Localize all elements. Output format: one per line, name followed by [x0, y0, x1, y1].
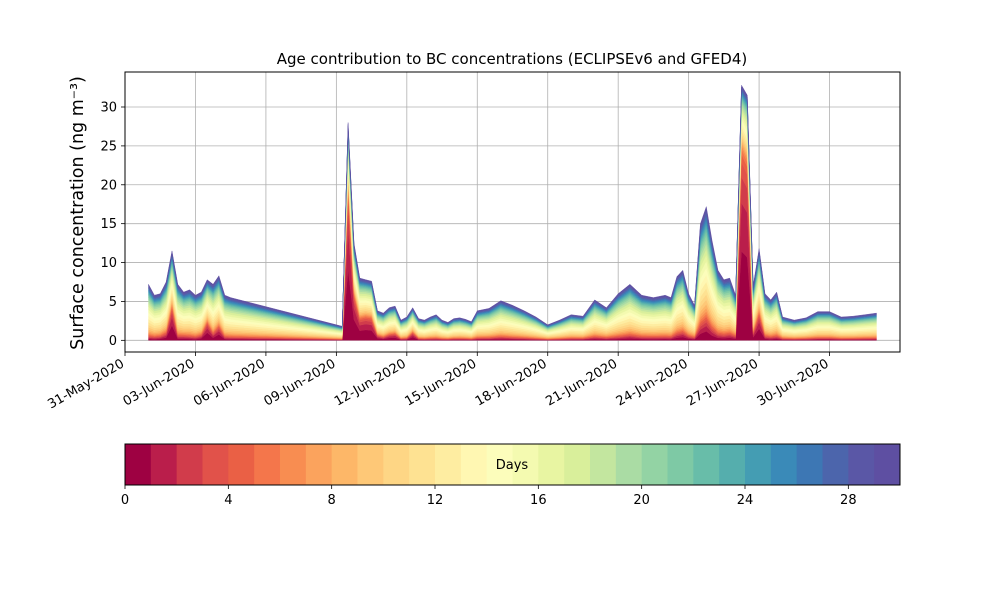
colorbar-swatch-28 [848, 444, 875, 485]
colorbar-swatch-15 [512, 444, 539, 485]
y-tick-label: 10 [100, 256, 117, 271]
colorbar-swatch-14 [486, 444, 513, 485]
colorbar-tick-label: 24 [737, 493, 754, 508]
y-tick-label: 0 [109, 334, 117, 349]
chart-title: Age contribution to BC concentrations (E… [277, 50, 748, 68]
colorbar-label: Days [496, 458, 529, 473]
colorbar-swatch-24 [745, 444, 772, 485]
colorbar-tick-label: 12 [427, 493, 444, 508]
colorbar-swatch-16 [538, 444, 565, 485]
y-tick-label: 20 [100, 178, 117, 193]
colorbar-tick-label: 28 [840, 493, 857, 508]
y-tick-label: 30 [100, 101, 117, 116]
colorbar-swatch-23 [719, 444, 746, 485]
y-tick-label: 15 [100, 217, 117, 232]
colorbar-swatch-18 [590, 444, 617, 485]
colorbar-swatch-29 [874, 444, 901, 485]
colorbar-swatch-10 [383, 444, 410, 485]
colorbar-frame [124, 443, 901, 486]
colorbar-swatch-20 [641, 444, 668, 485]
colorbar-tick-label: 16 [530, 493, 547, 508]
colorbar-swatch-25 [770, 444, 798, 485]
colorbar-swatch-26 [796, 444, 823, 485]
y-tick-label: 25 [100, 139, 117, 154]
plot-frame [124, 71, 901, 353]
colorbar-swatch-8 [331, 444, 358, 485]
colorbar-swatch-6 [280, 444, 307, 485]
colorbar-swatch-22 [693, 444, 720, 485]
colorbar-swatch-4 [228, 444, 255, 485]
colorbar-swatch-27 [822, 444, 849, 485]
colorbar-swatch-17 [564, 444, 591, 485]
y-axis: 0 5 10 15 20 25 30 [100, 101, 125, 349]
colorbar-swatch-5 [254, 444, 281, 485]
colorbar-swatch-21 [667, 444, 694, 485]
colorbar-swatch-9 [357, 444, 384, 485]
stacked-age-areas [148, 84, 877, 341]
colorbar-swatch-0 [125, 444, 152, 485]
colorbar-swatch-12 [435, 444, 462, 485]
y-tick-label: 5 [109, 295, 117, 310]
colorbar-swatch-19 [615, 444, 643, 485]
colorbar-tick-label: 0 [121, 493, 129, 508]
colorbar: 0 4 8 12 16 20 24 28 [121, 443, 901, 508]
y-axis-label: Surface concentration (ng m⁻³) [68, 76, 88, 350]
colorbar-tick-label: 20 [633, 493, 650, 508]
colorbar-tick-label: 8 [328, 493, 336, 508]
colorbar-swatch-1 [150, 444, 178, 485]
colorbar-swatch-13 [460, 444, 488, 485]
colorbar-tick-label: 4 [224, 493, 232, 508]
age-band-29-area [148, 84, 877, 327]
colorbar-swatch-2 [176, 444, 203, 485]
colorbar-swatch-7 [305, 444, 333, 485]
colorbar-swatch-3 [202, 444, 229, 485]
colorbar-swatch-11 [409, 444, 436, 485]
